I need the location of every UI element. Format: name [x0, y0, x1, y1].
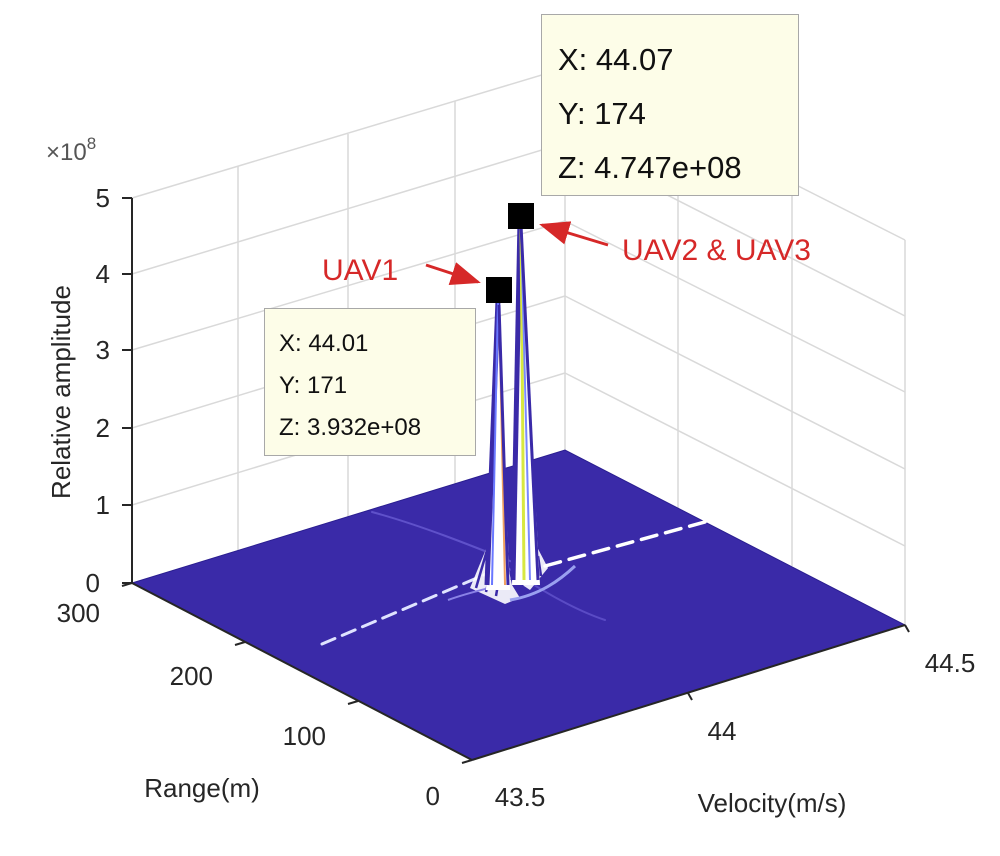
x-tick-44: 44	[708, 716, 737, 746]
z-tick-1: 1	[96, 490, 110, 520]
z-tick-0: 0	[86, 568, 100, 598]
datatip-uav2-z: Z: 4.747e+08	[558, 150, 742, 185]
uav1-arrow	[425, 262, 481, 286]
y-tick-0: 0	[426, 781, 440, 811]
peak-uav1	[484, 299, 510, 590]
uav1-label: UAV1	[322, 254, 398, 287]
peak-marker-uav2	[508, 203, 534, 229]
datatip-uav2-x: X: 44.07	[558, 42, 674, 77]
z-tick-2: 2	[96, 413, 110, 443]
z-exponent: ×108	[46, 134, 96, 166]
z-tick-3: 3	[96, 335, 110, 365]
datatip-uav1-y: Y: 171	[279, 372, 348, 399]
uav2-uav3-label: UAV2 & UAV3	[622, 234, 811, 267]
peak-marker-uav1	[486, 277, 512, 303]
y-tick-100: 100	[283, 721, 326, 751]
x-tick-43-5: 43.5	[495, 782, 546, 812]
z-axis-label: Relative amplitude	[46, 285, 76, 499]
uav2-uav3-arrow	[539, 221, 609, 247]
datatip-uav2-y: Y: 174	[558, 96, 646, 131]
y-axis-label: Range(m)	[144, 773, 260, 803]
z-tick-4: 4	[96, 259, 110, 289]
y-tick-300: 300	[57, 598, 100, 628]
axes	[131, 198, 906, 761]
datatip-uav1-x: X: 44.01	[279, 330, 369, 357]
x-tick-44-5: 44.5	[925, 648, 976, 678]
tick-marks	[121, 197, 910, 764]
datatip-uav1-z: Z: 3.932e+08	[279, 414, 422, 441]
datatip-uav2-uav3: X: 44.07 Y: 174 Z: 4.747e+08	[541, 14, 799, 196]
datatip-uav1: X: 44.01 Y: 171 Z: 3.932e+08	[264, 308, 476, 456]
x-axis-label: Velocity(m/s)	[698, 788, 847, 818]
y-tick-200: 200	[170, 661, 213, 691]
peak-uav2-uav3	[510, 218, 540, 585]
z-tick-5: 5	[96, 183, 110, 213]
